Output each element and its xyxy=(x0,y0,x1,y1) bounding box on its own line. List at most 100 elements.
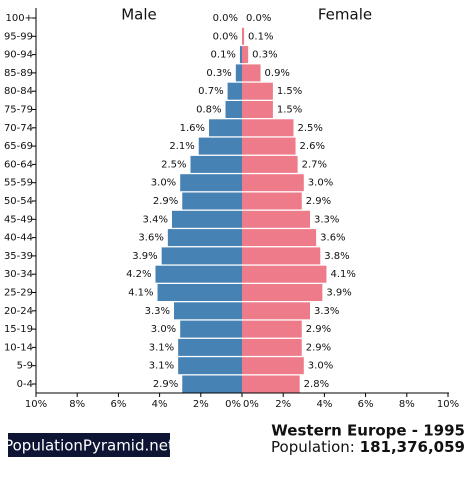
y-tick-label: 50-54 xyxy=(4,196,33,207)
female-heading: Female xyxy=(318,6,372,24)
bar xyxy=(242,284,323,301)
bar xyxy=(171,210,242,228)
y-tick-label: 60-64 xyxy=(4,159,33,170)
x-tick-label: 6% xyxy=(110,399,126,410)
bar xyxy=(242,101,273,118)
bar xyxy=(242,265,327,283)
male-heading: Male xyxy=(121,6,157,24)
value-label: 3.3% xyxy=(145,306,170,317)
y-tick-label: 15-19 xyxy=(4,324,33,335)
value-label: 3.1% xyxy=(149,342,174,353)
bar xyxy=(174,302,242,320)
bar xyxy=(242,338,302,356)
x-tick-label: 8% xyxy=(69,399,85,410)
value-label: 1.5% xyxy=(277,105,302,116)
y-tick-label: 0-4 xyxy=(17,379,33,390)
y-tick-label: 95-99 xyxy=(4,31,33,42)
bar xyxy=(157,284,242,301)
y-tick-label: 30-34 xyxy=(4,269,33,280)
value-label: 1.5% xyxy=(277,86,302,97)
subtitle-label: Population: xyxy=(271,438,355,456)
value-label: 4.2% xyxy=(126,269,151,280)
bar xyxy=(239,46,242,64)
bar xyxy=(242,192,302,210)
value-label: 2.9% xyxy=(306,342,331,353)
value-label: 2.9% xyxy=(153,196,178,207)
y-tick-label: 45-49 xyxy=(4,214,33,225)
value-label: 3.4% xyxy=(143,214,168,225)
value-label: 0.0% xyxy=(246,13,271,24)
x-tick-label: 2% xyxy=(193,399,209,410)
bar xyxy=(155,265,242,283)
value-label: 3.9% xyxy=(132,251,157,262)
bar xyxy=(198,137,242,155)
y-tick-label: 70-74 xyxy=(4,123,33,134)
bar xyxy=(242,302,310,320)
value-label: 3.0% xyxy=(308,178,333,189)
bar xyxy=(235,64,242,82)
bar xyxy=(242,357,304,375)
bar xyxy=(242,27,245,45)
value-label: 3.0% xyxy=(308,361,333,372)
bar xyxy=(242,119,294,137)
value-label: 2.1% xyxy=(169,141,194,152)
bar xyxy=(242,375,300,393)
value-label: 0.0% xyxy=(213,13,238,24)
y-tick-label: 90-94 xyxy=(4,50,33,61)
value-label: 3.6% xyxy=(138,233,163,244)
value-label: 1.6% xyxy=(180,123,205,134)
value-label: 0.7% xyxy=(198,86,223,97)
bar xyxy=(242,64,261,82)
bar xyxy=(242,155,298,173)
bar xyxy=(178,357,242,375)
bar xyxy=(242,320,302,338)
y-tick-label: 40-44 xyxy=(4,233,33,244)
value-label: 2.9% xyxy=(306,196,331,207)
bar xyxy=(242,174,304,192)
bar xyxy=(242,229,317,247)
value-label: 2.9% xyxy=(153,379,178,390)
x-tick-label: 10% xyxy=(437,399,459,410)
x-tick-label: 2% xyxy=(275,399,291,410)
value-label: 3.3% xyxy=(314,306,339,317)
y-tick-label: 20-24 xyxy=(4,306,33,317)
y-tick-label: 85-89 xyxy=(4,68,33,79)
bar xyxy=(242,210,310,228)
bar xyxy=(242,46,249,64)
bar xyxy=(209,119,242,137)
bar xyxy=(242,247,321,265)
x-tick-label: 8% xyxy=(399,399,415,410)
value-label: 2.5% xyxy=(161,159,186,170)
y-tick-label: 55-59 xyxy=(4,178,33,189)
value-label: 2.7% xyxy=(302,159,327,170)
value-label: 0.3% xyxy=(206,68,231,79)
subtitle: Population: 181,376,059 xyxy=(271,438,465,456)
x-tick-label: 4% xyxy=(316,399,332,410)
value-label: 0.8% xyxy=(196,105,221,116)
bar xyxy=(242,137,296,155)
value-label: 4.1% xyxy=(330,269,355,280)
value-label: 0.3% xyxy=(252,50,277,61)
bar xyxy=(227,82,242,100)
value-label: 0.0% xyxy=(213,31,238,42)
value-label: 3.6% xyxy=(320,233,345,244)
x-tick-label: 10% xyxy=(25,399,47,410)
value-label: 0.1% xyxy=(211,50,236,61)
value-label: 3.1% xyxy=(149,361,174,372)
y-tick-label: 65-69 xyxy=(4,141,33,152)
value-label: 2.6% xyxy=(300,141,325,152)
x-tick-label: 0% xyxy=(243,399,259,410)
value-label: 0.1% xyxy=(248,31,273,42)
value-label: 0.9% xyxy=(265,68,290,79)
value-label: 2.9% xyxy=(306,324,331,335)
y-tick-label: 80-84 xyxy=(4,86,33,97)
value-label: 3.0% xyxy=(151,178,176,189)
y-tick-label: 75-79 xyxy=(4,105,33,116)
x-tick-label: 4% xyxy=(152,399,168,410)
value-label: 2.8% xyxy=(304,379,329,390)
subtitle-value: 181,376,059 xyxy=(360,438,465,456)
bar xyxy=(190,155,242,173)
value-label: 3.3% xyxy=(314,214,339,225)
value-label: 2.5% xyxy=(298,123,323,134)
